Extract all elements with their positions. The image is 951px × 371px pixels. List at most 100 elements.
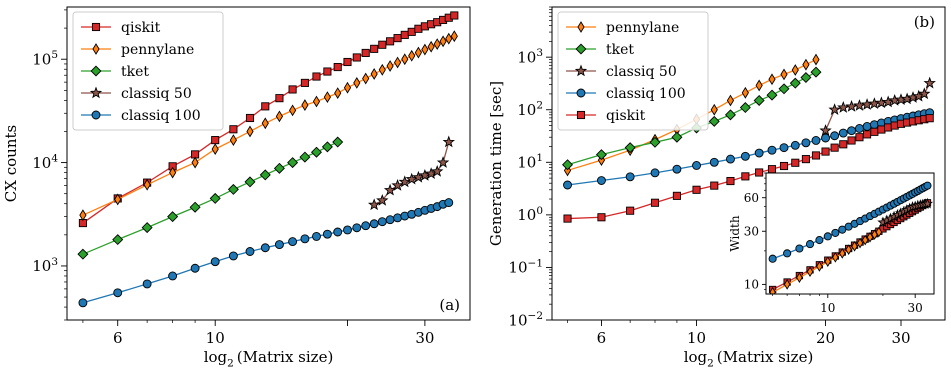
data-point-classiq-50 bbox=[860, 98, 874, 110]
data-point-qiskit bbox=[855, 133, 864, 142]
data-point-pennylane bbox=[408, 49, 416, 62]
data-point-classiq-100 bbox=[838, 128, 848, 138]
data-point-classiq-100 bbox=[831, 228, 840, 237]
data-point-classiq-100 bbox=[385, 215, 395, 225]
data-point-classiq-100 bbox=[343, 225, 352, 235]
data-point-classiq-100 bbox=[779, 143, 789, 153]
data-point-tket bbox=[778, 83, 790, 95]
data-point-tket bbox=[287, 157, 299, 169]
data-point-pennylane bbox=[301, 99, 309, 111]
data-point-qiskit bbox=[726, 176, 735, 186]
legend-label: classiq 50 bbox=[606, 64, 677, 80]
data-point-qiskit bbox=[245, 113, 255, 123]
data-point-classiq-100 bbox=[821, 133, 830, 143]
data-point-classiq-50 bbox=[837, 101, 850, 113]
y-tick-label: 104 bbox=[32, 153, 58, 172]
data-point-pennylane bbox=[433, 38, 441, 51]
x-tick-label: 10 bbox=[206, 329, 225, 347]
inset-background bbox=[766, 173, 934, 294]
data-point-classiq-50 bbox=[436, 156, 450, 168]
data-point-qiskit bbox=[863, 130, 872, 139]
legend-box bbox=[72, 11, 224, 131]
data-point-qiskit bbox=[710, 181, 719, 190]
data-point-qiskit bbox=[811, 151, 821, 160]
data-point-qiskit bbox=[563, 214, 572, 223]
y-tick-label: 103 bbox=[32, 256, 58, 275]
data-point-pennylane bbox=[169, 166, 177, 179]
x-tick-label: 10 bbox=[687, 329, 706, 347]
data-point-classiq-100 bbox=[113, 288, 123, 298]
data-point-classiq-100 bbox=[333, 227, 343, 237]
data-point-qiskit bbox=[821, 147, 830, 156]
data-point-tket bbox=[800, 72, 812, 84]
legend-item-tket: tket bbox=[566, 42, 634, 58]
data-point-qiskit bbox=[407, 27, 416, 36]
data-point-qiskit bbox=[767, 165, 777, 174]
data-point-qiskit bbox=[211, 136, 220, 145]
y-axis-label: Width bbox=[728, 215, 742, 251]
data-point-classiq-50 bbox=[819, 124, 832, 136]
data-point-classiq-50 bbox=[398, 175, 411, 188]
data-point-tket bbox=[209, 192, 221, 204]
data-point-qiskit bbox=[288, 85, 297, 94]
legend-label: classiq 100 bbox=[606, 86, 686, 102]
data-point-pennylane bbox=[824, 256, 832, 268]
data-point-classiq-50 bbox=[383, 183, 397, 196]
series-pennylane bbox=[769, 226, 883, 294]
plot-area bbox=[768, 181, 934, 294]
y-axis-label: Generation time [sec] bbox=[487, 81, 505, 246]
data-point-pennylane bbox=[275, 110, 284, 123]
data-point-pennylane bbox=[791, 64, 799, 76]
data-point-classiq-50 bbox=[431, 164, 444, 177]
data-point-classiq-100 bbox=[672, 164, 682, 174]
x-tick-label: 6 bbox=[113, 329, 123, 347]
legend-item-tket: tket bbox=[81, 64, 149, 80]
data-point-tket bbox=[708, 115, 720, 127]
data-point-classiq-100 bbox=[361, 221, 371, 231]
data-point-classiq-50 bbox=[391, 179, 404, 191]
data-point-pennylane bbox=[229, 134, 237, 147]
data-point-classiq-50 bbox=[923, 76, 936, 89]
x-tick-label: 30 bbox=[415, 329, 434, 347]
data-point-pennylane bbox=[114, 193, 122, 206]
data-point-classiq-100 bbox=[795, 244, 804, 253]
y-axis-label: CX counts bbox=[2, 125, 20, 202]
data-point-qiskit bbox=[839, 140, 848, 149]
data-point-pennylane bbox=[769, 286, 776, 294]
data-point-pennylane bbox=[439, 35, 447, 48]
legend-box bbox=[557, 11, 709, 131]
legend-marker bbox=[577, 21, 585, 33]
data-point-tket bbox=[77, 248, 89, 260]
data-point-qiskit bbox=[370, 44, 379, 53]
data-point-classiq-100 bbox=[352, 223, 362, 233]
legend-marker bbox=[92, 43, 100, 55]
legend-label: qiskit bbox=[606, 108, 646, 124]
data-point-qiskit bbox=[626, 206, 635, 215]
legend-marker bbox=[576, 88, 586, 98]
data-point-pennylane bbox=[806, 266, 814, 278]
data-point-pennylane bbox=[812, 53, 820, 66]
data-point-classiq-100 bbox=[855, 124, 864, 133]
y-tick-label: 10−2 bbox=[508, 310, 543, 329]
data-point-qiskit bbox=[801, 155, 810, 164]
data-point-qiskit bbox=[672, 191, 681, 200]
data-point-classiq-100 bbox=[625, 172, 635, 182]
data-point-pennylane bbox=[191, 156, 199, 169]
data-point-qiskit bbox=[400, 30, 409, 39]
data-point-qiskit bbox=[300, 78, 309, 87]
legend-marker bbox=[91, 110, 101, 120]
plot-area bbox=[77, 11, 459, 308]
data-point-classiq-100 bbox=[377, 217, 387, 227]
data-point-tket bbox=[167, 211, 179, 223]
data-point-qiskit bbox=[650, 198, 660, 207]
data-point-qiskit bbox=[692, 185, 701, 194]
data-point-classiq-100 bbox=[190, 263, 200, 273]
data-point-qiskit bbox=[830, 143, 839, 152]
data-point-pennylane bbox=[875, 226, 883, 238]
legend-marker bbox=[575, 43, 587, 55]
data-point-qiskit bbox=[450, 11, 459, 20]
legend-item-classiq-100: classiq 100 bbox=[81, 108, 201, 124]
data-point-tket bbox=[671, 131, 683, 143]
